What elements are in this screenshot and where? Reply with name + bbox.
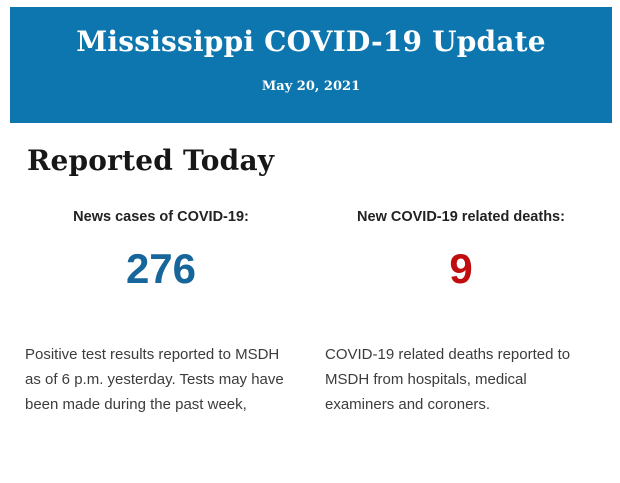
stat-new-deaths: New COVID-19 related deaths: 9 COVID-19 …: [325, 209, 597, 417]
new-deaths-label: New COVID-19 related deaths:: [357, 209, 565, 225]
stat-new-cases: News cases of COVID-19: 276 Positive tes…: [25, 209, 297, 417]
new-cases-label: News cases of COVID-19:: [73, 209, 249, 225]
new-cases-value: 276: [125, 245, 197, 292]
new-deaths-value: 9: [449, 245, 473, 292]
header-banner: Mississippi COVID-19 Update May 20, 2021: [10, 7, 612, 123]
stats-row: News cases of COVID-19: 276 Positive tes…: [25, 209, 620, 417]
new-cases-description: Positive test results reported to MSDH a…: [25, 346, 284, 414]
new-deaths-description: COVID-19 related deaths reported to MSDH…: [325, 346, 571, 414]
section-heading: Reported Today: [27, 144, 275, 177]
report-date: May 20, 2021: [261, 79, 361, 94]
page-title: Mississippi COVID-19 Update: [76, 25, 546, 58]
